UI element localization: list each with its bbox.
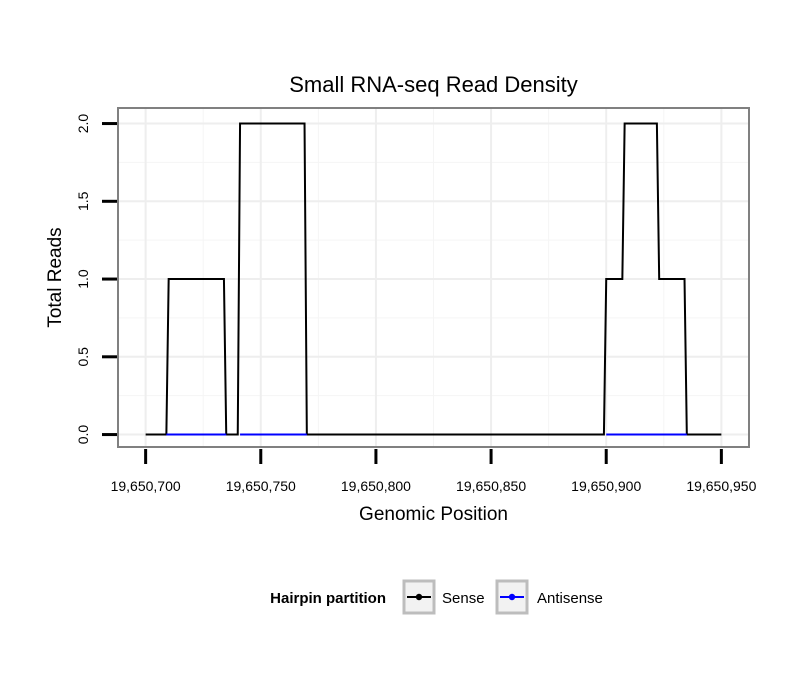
y-tick-label: 1.0 [75, 269, 91, 289]
y-tick-label: 0.5 [75, 347, 91, 367]
x-axis-title: Genomic Position [359, 504, 508, 525]
x-tick-label: 19,650,900 [571, 478, 641, 494]
y-tick-label: 0.0 [75, 425, 91, 445]
legend-key-marker [508, 593, 516, 601]
y-tick-label: 2.0 [75, 114, 91, 134]
grid [118, 108, 749, 447]
y-axis-title: Total Reads [45, 227, 66, 327]
legend-item-sense: Sense [402, 579, 485, 615]
x-tick-label: 19,650,750 [226, 478, 296, 494]
legend: Hairpin partition Sense Antisense [270, 579, 603, 615]
sense-line [145, 122, 722, 436]
plot-border [117, 107, 750, 448]
x-tick-label: 19,650,950 [686, 478, 756, 494]
legend-label: Sense [442, 590, 485, 607]
series-sense [145, 122, 722, 436]
series-layer [145, 122, 722, 436]
chart-title: Small RNA-seq Read Density [289, 72, 578, 97]
legend-key-marker [415, 593, 423, 601]
x-tick-label: 19,650,850 [456, 478, 526, 494]
y-tick-label: 1.5 [75, 191, 91, 211]
x-tick-label: 19,650,800 [341, 478, 411, 494]
x-tick-label: 19,650,700 [111, 478, 181, 494]
legend-title: Hairpin partition [270, 590, 386, 607]
legend-item-antisense: Antisense [495, 579, 603, 615]
axes: 19,650,700 19,650,750 19,650,800 19,650,850… [75, 114, 757, 494]
legend-label: Antisense [537, 590, 603, 607]
